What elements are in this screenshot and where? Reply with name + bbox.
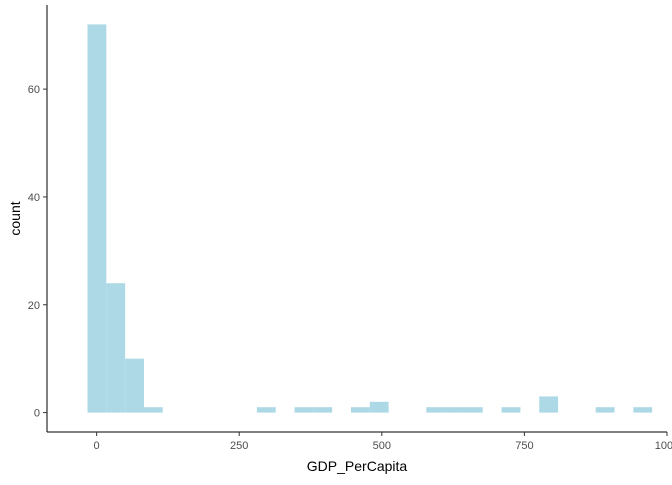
histogram-bar bbox=[313, 407, 333, 413]
x-tick-label: 750 bbox=[515, 440, 533, 452]
histogram-bar bbox=[106, 283, 126, 413]
x-ticks-layer: 0 250 500 750 1000 bbox=[94, 432, 672, 452]
y-ticks-layer: 0 20 40 60 bbox=[28, 84, 47, 420]
histogram-bar bbox=[87, 24, 107, 413]
y-axis-title: count bbox=[7, 201, 23, 235]
histogram-bar bbox=[426, 407, 446, 413]
histogram-bar bbox=[143, 407, 163, 413]
histogram-bar bbox=[633, 407, 653, 413]
x-tick-label: 500 bbox=[373, 440, 391, 452]
histogram-bar bbox=[369, 401, 389, 413]
histogram-bar bbox=[445, 407, 464, 413]
y-tick-label: 40 bbox=[28, 192, 40, 204]
histogram-bar bbox=[539, 396, 559, 413]
histogram-bar bbox=[501, 407, 521, 413]
y-tick-label: 20 bbox=[28, 300, 40, 312]
y-tick-label: 0 bbox=[34, 408, 40, 420]
histogram-bar bbox=[351, 407, 370, 413]
histogram-bar bbox=[463, 407, 483, 413]
histogram-bar bbox=[125, 358, 144, 413]
bars-layer bbox=[87, 24, 653, 413]
x-axis-title: GDP_PerCapita bbox=[307, 458, 408, 474]
x-tick-label: 250 bbox=[230, 440, 248, 452]
x-tick-label: 1000 bbox=[655, 440, 672, 452]
y-tick-label: 60 bbox=[28, 84, 40, 96]
histogram-bar bbox=[595, 407, 615, 413]
histogram-bar bbox=[294, 407, 314, 413]
x-tick-label: 0 bbox=[94, 440, 100, 452]
histogram-bar bbox=[256, 407, 276, 413]
